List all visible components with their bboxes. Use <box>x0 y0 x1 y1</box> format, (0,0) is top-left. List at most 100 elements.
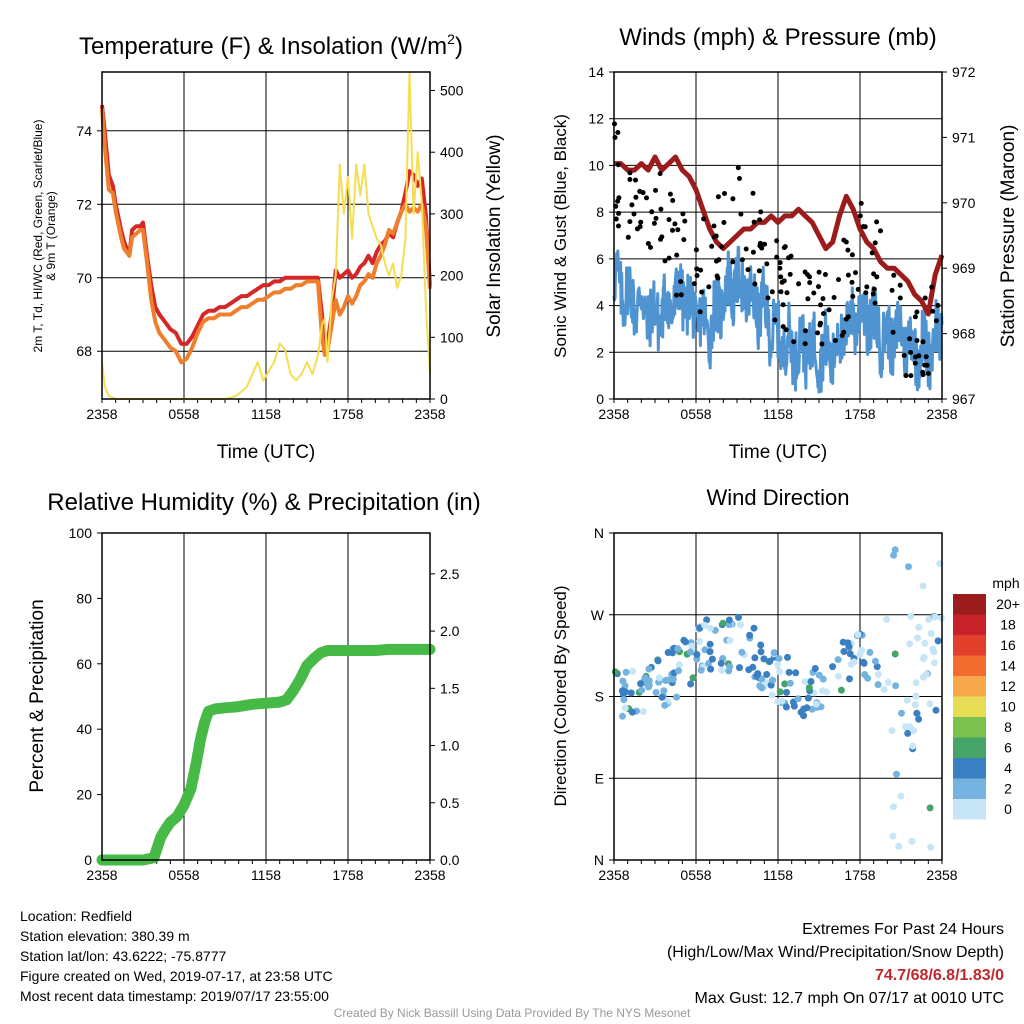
chart-title: Wind Direction <box>706 485 849 510</box>
x-tick-label: 1758 <box>844 406 875 422</box>
gust-point <box>822 272 828 277</box>
gust-point <box>831 295 837 300</box>
gust-point <box>860 224 866 230</box>
gust-point <box>653 215 659 221</box>
gust-point <box>633 194 639 200</box>
direction-point <box>775 655 783 662</box>
direction-point <box>681 638 689 646</box>
gust-point <box>715 194 721 200</box>
direction-point <box>619 677 627 685</box>
direction-point <box>707 665 715 673</box>
gust-point <box>666 217 672 223</box>
gust-point <box>922 295 928 301</box>
x-tick-label: 1158 <box>763 867 793 883</box>
direction-point <box>645 665 653 673</box>
gust-point <box>836 277 841 283</box>
direction-point <box>880 686 888 693</box>
gust-point <box>923 354 929 360</box>
gust-point <box>924 362 930 368</box>
direction-point <box>874 681 882 689</box>
legend-label: 18 <box>1000 617 1016 633</box>
gust-point <box>651 220 657 226</box>
direction-point <box>912 679 920 687</box>
direction-point <box>803 704 811 712</box>
x-tick-label: 0558 <box>168 867 199 883</box>
y2-tick-label: 0.5 <box>440 795 460 811</box>
gust-point <box>649 209 655 215</box>
direction-point <box>758 684 766 692</box>
direction-point <box>706 648 714 656</box>
direction-point <box>808 705 816 713</box>
legend-label: 12 <box>1000 678 1016 694</box>
gust-point <box>787 271 793 277</box>
gust-point <box>691 281 697 287</box>
gust-point <box>627 170 633 176</box>
legend-label: 8 <box>1004 719 1012 735</box>
gust-point <box>849 279 855 285</box>
direction-point <box>654 657 662 665</box>
gust-point <box>750 190 756 196</box>
gust-point <box>638 219 644 225</box>
y2-tick-label: 2.5 <box>440 566 460 582</box>
y2-tick-label: 971 <box>952 129 976 145</box>
gust-point <box>680 211 686 217</box>
plot-border <box>613 532 943 861</box>
direction-point <box>757 648 765 656</box>
gust-point <box>818 302 824 308</box>
gust-point <box>843 316 849 322</box>
gust-point <box>807 280 813 286</box>
y2-tick-label: 500 <box>440 83 464 99</box>
direction-point <box>785 668 793 676</box>
y-tick-label: 70 <box>76 270 92 286</box>
direction-point <box>696 624 704 632</box>
gust-point <box>891 272 897 278</box>
gust-point <box>872 240 878 246</box>
direction-point <box>893 770 900 778</box>
direction-point <box>866 648 874 656</box>
gust-point <box>853 270 858 276</box>
x-tick-label: 1758 <box>844 867 875 883</box>
gust-point <box>870 291 876 297</box>
y-tick-label: 12 <box>588 111 604 127</box>
direction-point <box>708 655 716 663</box>
series-line-2 <box>100 108 432 365</box>
direction-point <box>746 631 754 639</box>
direction-point <box>618 687 626 695</box>
gust-point <box>897 282 903 288</box>
y2-tick-label: 200 <box>440 268 464 284</box>
gust-point <box>826 307 832 313</box>
gust-point <box>863 290 869 296</box>
y-tick-label: 14 <box>588 64 604 80</box>
gust-point <box>637 188 643 194</box>
gust-point <box>670 227 675 233</box>
gust-point <box>713 233 719 239</box>
y2-tick-label: 400 <box>440 144 464 160</box>
sonic-wind-series <box>612 245 944 394</box>
gust-point <box>762 241 767 247</box>
direction-point <box>840 648 848 655</box>
gust-point <box>779 279 785 285</box>
legend-label: 4 <box>1004 760 1012 776</box>
y-tick-label: 8 <box>596 204 604 220</box>
direction-point <box>897 792 905 800</box>
direction-point <box>776 668 784 676</box>
gust-point <box>815 330 820 336</box>
direction-point <box>906 640 914 648</box>
direction-point <box>898 709 905 717</box>
direction-point <box>736 664 743 672</box>
gust-point <box>658 236 663 242</box>
direction-point <box>751 654 759 662</box>
direction-point <box>914 634 922 642</box>
gust-point <box>633 177 638 183</box>
x-tick-label: 0558 <box>680 867 711 883</box>
direction-point <box>888 727 896 735</box>
gust-point <box>615 130 621 135</box>
gust-point <box>778 289 784 295</box>
gust-point <box>897 295 903 301</box>
direction-point <box>846 675 853 683</box>
legend-swatch <box>953 717 986 738</box>
direction-point <box>675 667 682 675</box>
direction-point <box>643 681 651 689</box>
gust-point <box>783 327 789 333</box>
direction-point <box>907 612 915 620</box>
